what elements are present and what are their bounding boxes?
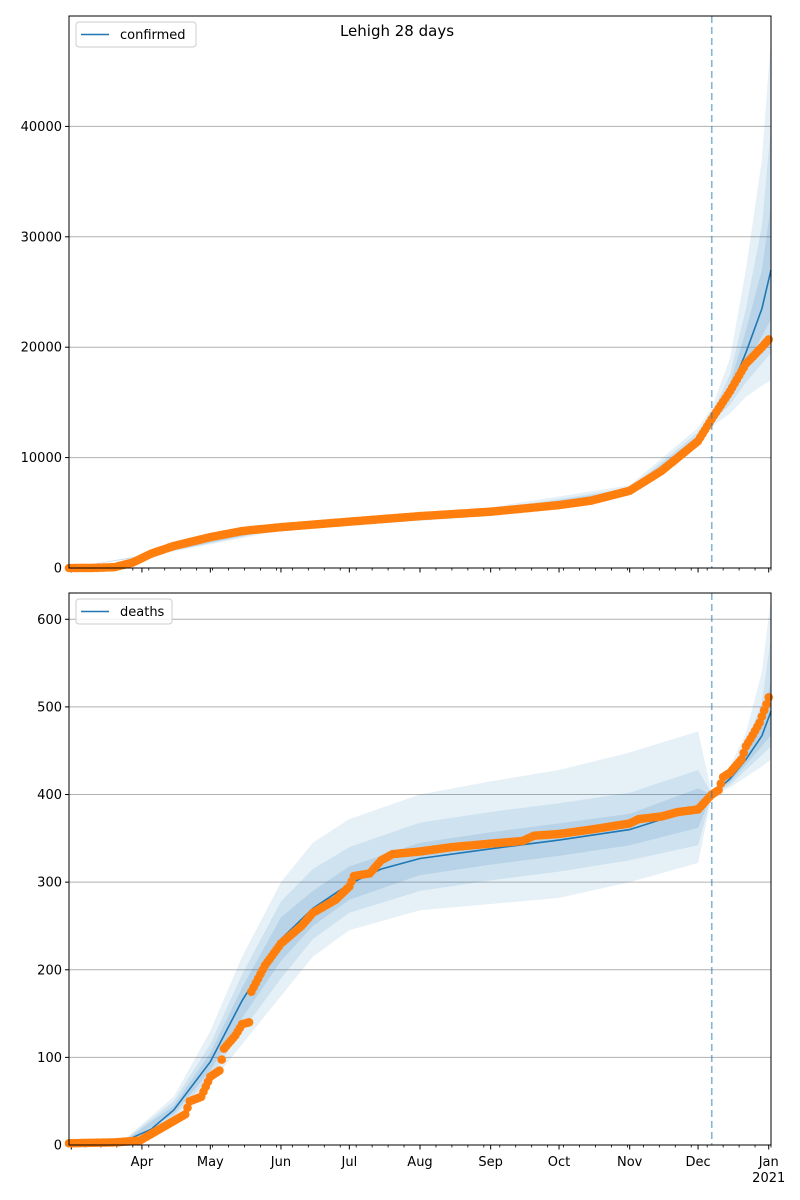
legend-box	[75, 21, 197, 48]
x-tick-label: Jan	[758, 1155, 779, 1170]
y-tick-label: 0	[54, 1139, 62, 1154]
model-line	[68, 269, 772, 569]
observed-point	[737, 755, 746, 764]
y-tick-label: 300	[37, 876, 62, 891]
y-tick-label: 0	[54, 562, 62, 577]
uncertainty-band-outer	[69, 597, 771, 1145]
legend-label: deaths	[120, 605, 165, 620]
observed-point	[183, 1103, 192, 1113]
observed-point	[764, 692, 774, 702]
y-tick-label: 400	[37, 788, 62, 803]
observed-point	[716, 779, 726, 788]
observed-point	[180, 1110, 190, 1119]
observed-point	[714, 785, 723, 795]
deaths-panel: 0 100 200 300 400 500 600 Apr May Jun Jul Aug Sep Oct…	[37, 592, 785, 1186]
figure-title: Lehigh 28 days	[340, 22, 454, 40]
x-tick-label: Oct	[548, 1155, 570, 1170]
legend: deaths	[75, 598, 173, 625]
legend-box	[75, 598, 173, 625]
y-tick-label: 200	[37, 963, 62, 978]
observed-point	[217, 1055, 227, 1064]
legend: confirmed	[75, 21, 197, 48]
observed-point	[244, 1018, 254, 1027]
plot-frame	[68, 592, 772, 1146]
y-tick-label: 100	[37, 1051, 62, 1066]
uncertainty-band-outer	[69, 38, 771, 569]
y-tick-label: 30000	[21, 230, 62, 245]
y-tick-label: 20000	[21, 341, 62, 356]
x-tick-label: Nov	[617, 1155, 643, 1170]
plot-frame	[68, 15, 772, 569]
y-tick-label: 40000	[21, 120, 62, 135]
x-tick-year-label: 2021	[752, 1171, 785, 1186]
observed-point	[764, 335, 774, 344]
observed-point	[215, 1066, 224, 1075]
observed-point	[739, 748, 748, 758]
x-tick-label: Dec	[685, 1155, 710, 1170]
y-tick-label: 10000	[21, 451, 62, 466]
y-tick-label: 500	[37, 700, 62, 715]
x-tick-label: Aug	[407, 1155, 432, 1170]
legend-label: confirmed	[120, 28, 186, 43]
x-tick-label: Apr	[131, 1155, 154, 1170]
uncertainty-band-middle	[69, 636, 771, 1145]
x-tick-label: Jun	[270, 1155, 291, 1170]
observed-point	[762, 699, 771, 709]
x-tick-label: May	[197, 1155, 224, 1170]
x-tick-label: Jul	[341, 1155, 358, 1170]
y-tick-label: 600	[37, 613, 62, 628]
x-tick-label: Sep	[478, 1155, 503, 1170]
confirmed-panel: 0 10000 20000 30000 40000 confirmed	[21, 15, 774, 577]
